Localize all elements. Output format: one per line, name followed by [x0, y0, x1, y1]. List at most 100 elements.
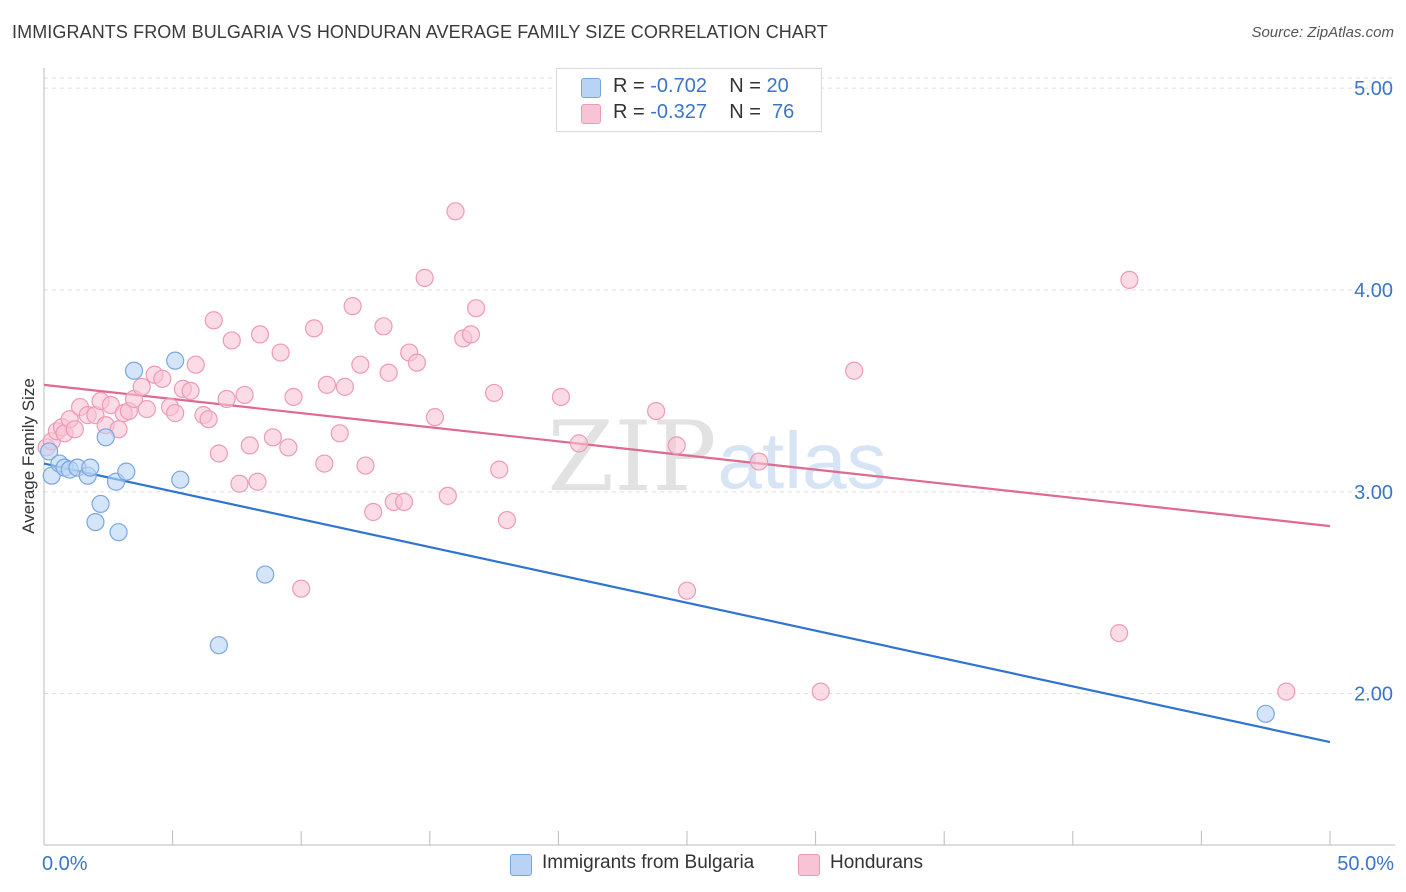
honduras-point-52 [379, 363, 398, 382]
honduras-point-47 [343, 297, 362, 316]
honduras-point-20 [153, 369, 172, 388]
honduras-point-63 [466, 299, 486, 318]
source-credit: Source: ZipAtlas.com [1251, 24, 1394, 41]
honduras-point-39 [279, 438, 298, 457]
honduras-point-13 [109, 420, 128, 439]
honduras-point-76 [1120, 270, 1139, 290]
honduras-point-42 [304, 319, 324, 338]
bulgaria-point-17 [209, 636, 228, 655]
watermark-zip: ZIP [547, 401, 716, 513]
honduras-point-22 [166, 404, 185, 423]
honduras-point-29 [209, 444, 228, 463]
x-tick-label-max: 50.0% [1337, 853, 1394, 875]
honduras-point-34 [240, 436, 259, 455]
honduras-point-31 [222, 331, 241, 350]
honduras-point-45 [330, 424, 349, 443]
honduras-point-68 [569, 434, 589, 453]
r-label: R = [613, 101, 651, 123]
honduras-point-30 [217, 389, 236, 409]
bulgaria-point-12 [109, 523, 128, 542]
honduras-point-33 [235, 385, 254, 405]
bulgaria-swatch [581, 78, 601, 98]
n-label: N = [729, 101, 767, 123]
bulgaria-trend-line [43, 462, 1331, 744]
n-label: N = [729, 75, 767, 97]
stats-legend: R = -0.702 N = 20 R = -0.327 N = 76 [556, 68, 822, 132]
honduras-point-50 [364, 502, 383, 522]
honduras-point-24 [181, 381, 200, 401]
honduras-point-77 [1277, 682, 1296, 701]
trend-lines [43, 383, 1331, 744]
honduras-point-46 [335, 377, 355, 396]
honduras-point-57 [415, 268, 434, 287]
y-axis-label: Average Family Size [19, 378, 38, 534]
grid-lines [44, 77, 1395, 695]
honduras-point-59 [438, 486, 457, 505]
honduras-point-6 [65, 420, 84, 439]
bulgaria-point-15 [166, 351, 185, 370]
honduras-point-32 [230, 474, 249, 493]
honduras-point-28 [204, 311, 223, 330]
honduras-point-73 [811, 682, 830, 701]
bulgaria-point-7 [81, 458, 100, 477]
honduras-point-49 [356, 456, 375, 475]
honduras-point-75 [1109, 623, 1129, 643]
honduras-point-41 [292, 579, 311, 598]
legend-label-honduras: Hondurans [830, 852, 923, 873]
watermark-atlas: atlas [718, 416, 887, 505]
honduras-point-44 [317, 375, 337, 394]
series-legend: Immigrants from Bulgaria Hondurans [0, 852, 1406, 878]
honduras-point-62 [461, 325, 481, 344]
y-tick-label-3: 5.00 [1354, 78, 1393, 100]
honduras-point-66 [497, 510, 517, 530]
chart-title: IMMIGRANTS FROM BULGARIA VS HONDURAN AVE… [12, 22, 828, 42]
r-value: -0.702 [650, 75, 707, 97]
r-label: R = [613, 75, 651, 97]
honduras-point-51 [374, 317, 393, 336]
honduras-point-38 [271, 343, 290, 362]
honduras-point-43 [315, 454, 334, 473]
bulgaria-point-0 [40, 442, 59, 461]
honduras-point-12 [101, 395, 120, 415]
y-tick-label-1: 3.00 [1354, 482, 1393, 504]
honduras-point-37 [263, 428, 283, 447]
honduras-point-17 [132, 377, 151, 396]
honduras-point-40 [284, 387, 303, 407]
honduras-point-58 [425, 408, 445, 427]
legend-label-bulgaria: Immigrants from Bulgaria [542, 852, 755, 873]
honduras-point-18 [137, 399, 156, 419]
honduras-point-25 [186, 355, 205, 374]
honduras-point-67 [551, 387, 571, 407]
honduras-point-48 [351, 355, 370, 374]
honduras-point-69 [647, 401, 666, 421]
bulgaria-point-19 [1256, 704, 1275, 723]
bulgaria-legend-swatch [510, 854, 532, 876]
honduras-point-72 [749, 452, 769, 471]
bulgaria-point-10 [96, 428, 115, 447]
bulgaria-point-14 [124, 361, 144, 380]
bulgaria-point-13 [117, 462, 136, 481]
honduras-swatch [581, 104, 601, 124]
honduras-legend-swatch [798, 854, 820, 876]
watermark: ZIP atlas [547, 401, 886, 513]
honduras-trend-line [43, 383, 1331, 528]
honduras-point-54 [394, 492, 414, 512]
y-tick-labels: 2.00 3.00 4.00 5.00 [1354, 78, 1393, 705]
honduras-point-74 [845, 361, 864, 380]
r-value: -0.327 [650, 101, 707, 123]
honduras-point-71 [677, 581, 697, 600]
honduras-point-27 [199, 410, 218, 429]
honduras-point-35 [248, 472, 267, 491]
x-tick-label-min: 0.0% [42, 853, 88, 875]
bulgaria-point-18 [256, 565, 275, 584]
y-tick-label-0: 2.00 [1354, 684, 1393, 706]
honduras-point-65 [490, 460, 509, 479]
data-points [37, 202, 1296, 723]
n-value: 76 [772, 101, 795, 123]
bulgaria-point-16 [171, 470, 190, 489]
honduras-point-60 [446, 202, 465, 221]
honduras-point-64 [485, 383, 504, 403]
n-value: 20 [766, 75, 789, 97]
honduras-point-70 [667, 436, 686, 455]
